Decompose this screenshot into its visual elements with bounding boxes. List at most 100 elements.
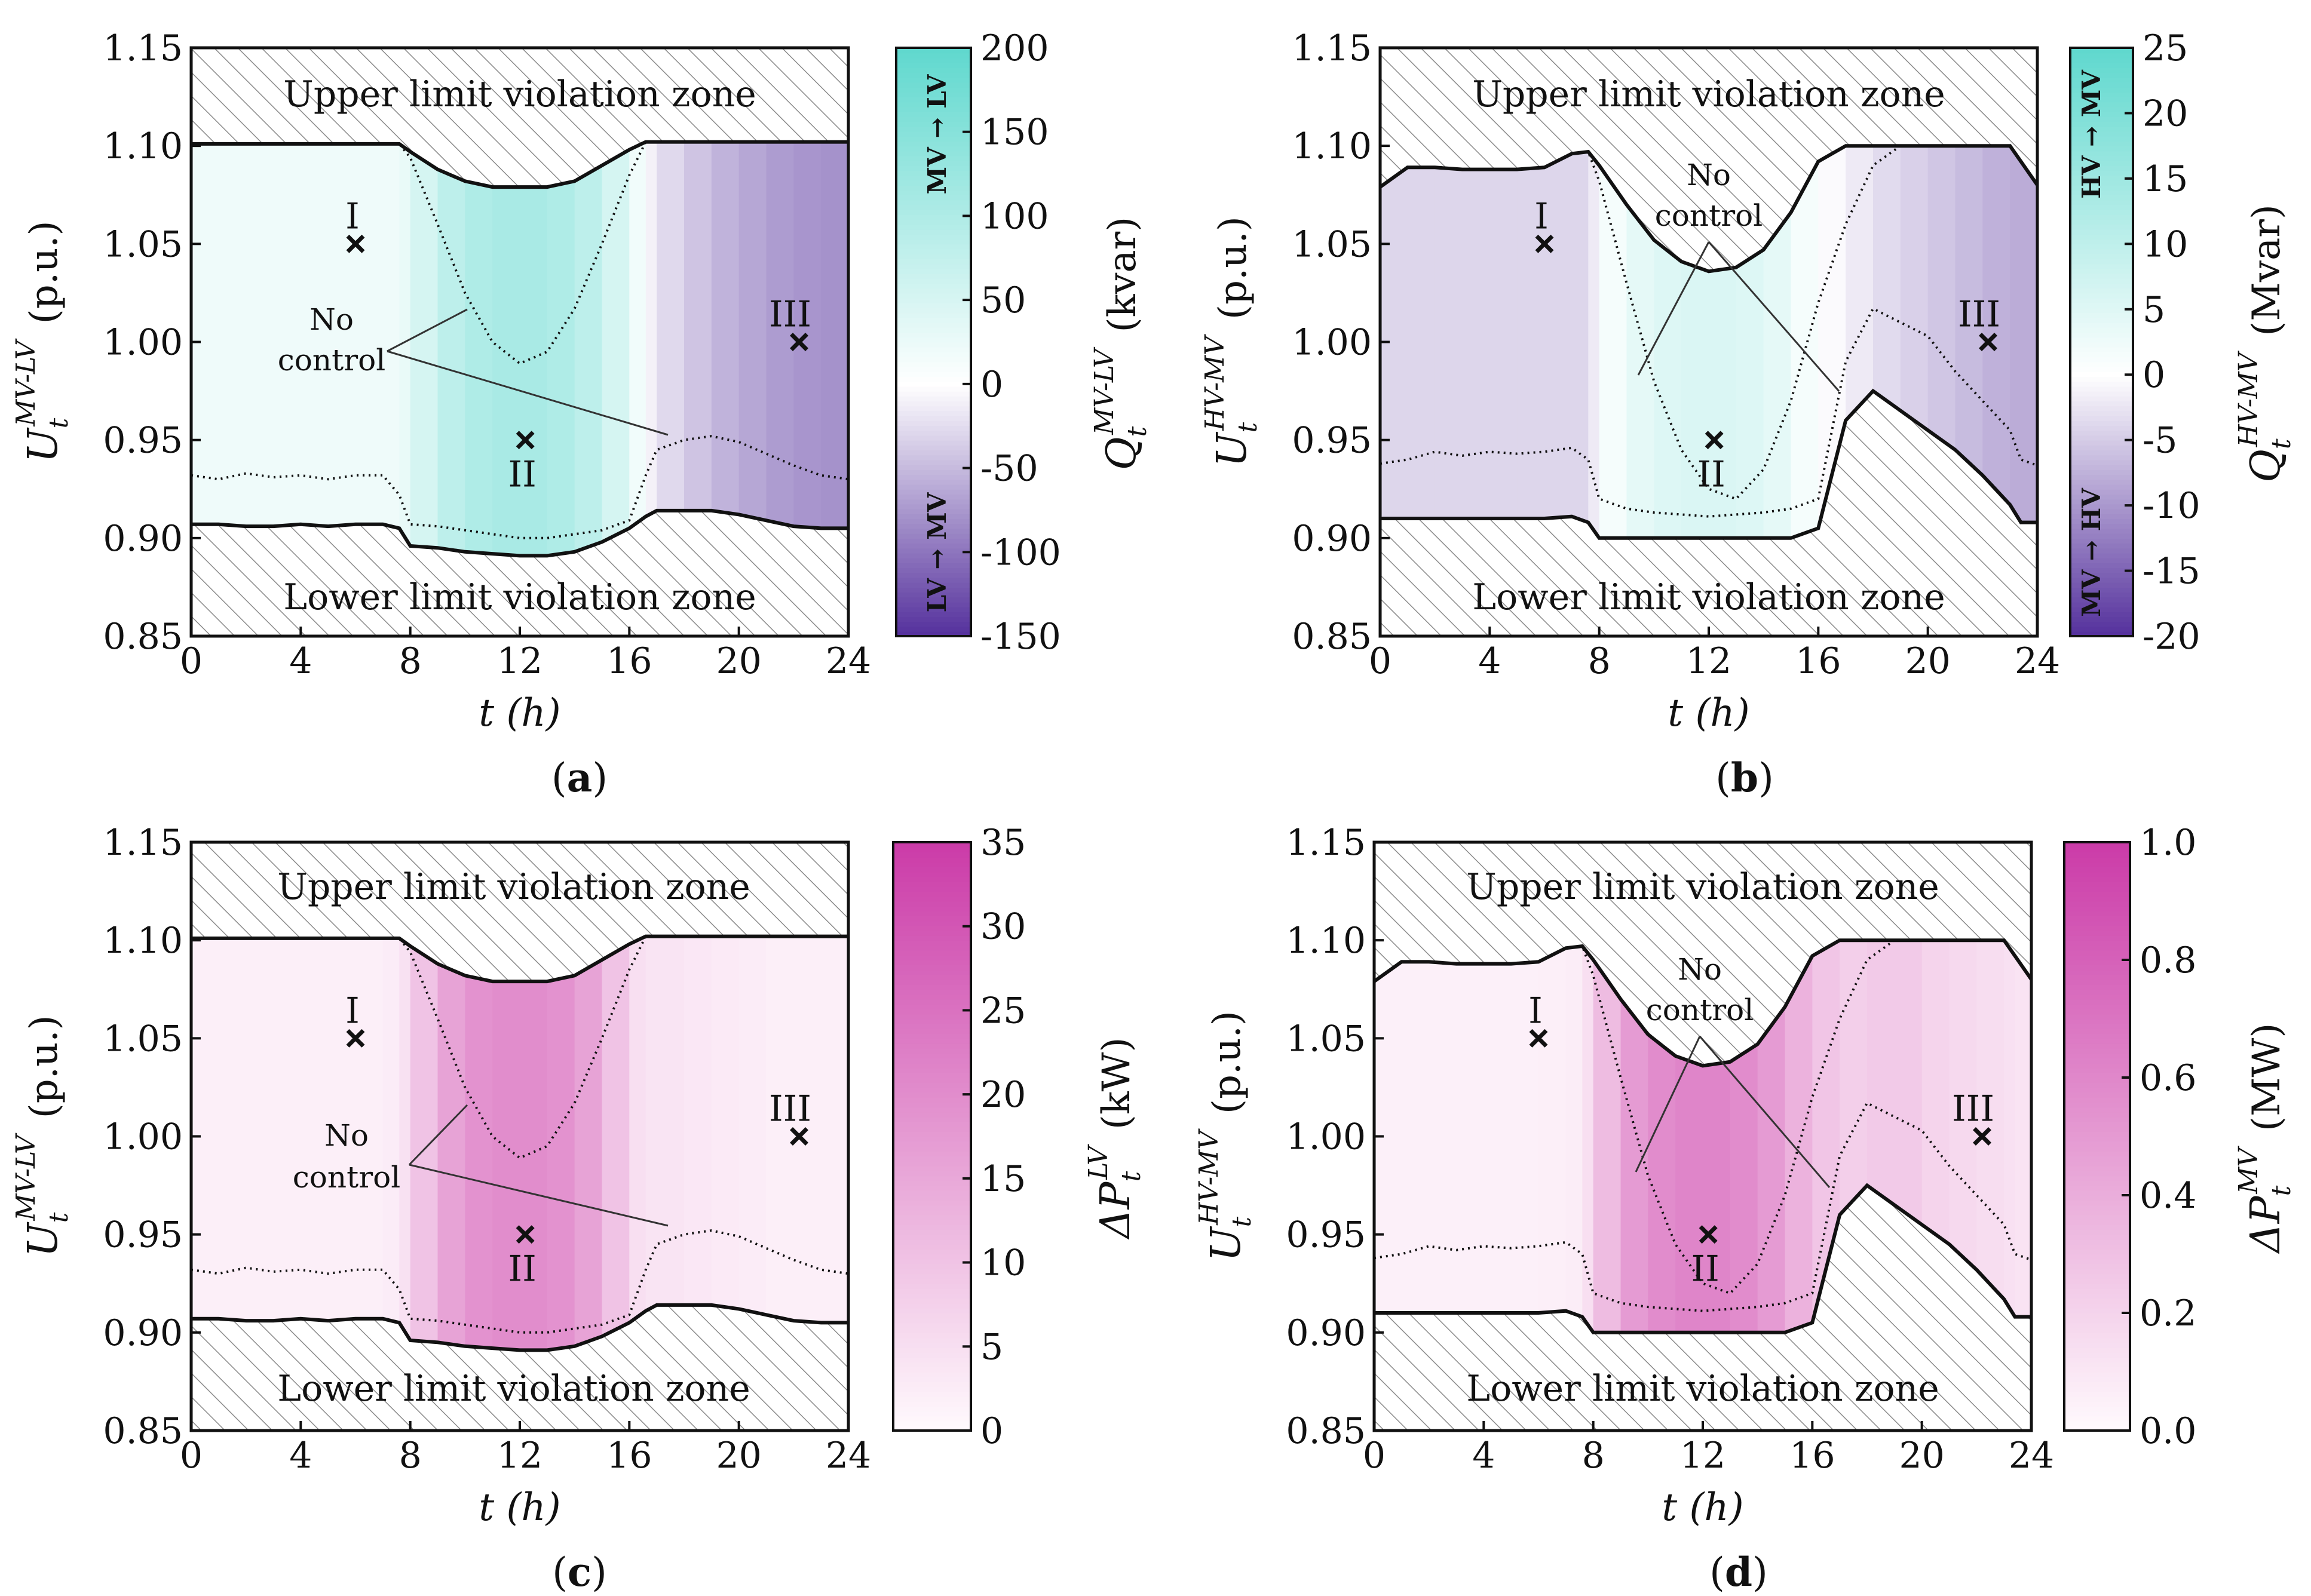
- shading-band: [1462, 169, 1490, 519]
- colorbar-segment: [2064, 1205, 2130, 1211]
- x-tick-label: 16: [606, 1435, 652, 1477]
- colorbar-segment: [2070, 342, 2133, 348]
- colorbar-segment: [2064, 1097, 2130, 1103]
- shading-band: [1654, 240, 1682, 538]
- colorbar-segment: [2070, 155, 2133, 161]
- colorbar-segment: [2064, 1367, 2130, 1373]
- x-ticks-b: 0 4 8 12 16 20 24: [1369, 627, 2060, 682]
- colorbar-tick-label: 25: [980, 990, 1026, 1032]
- colorbar-segment: [2064, 954, 2130, 960]
- colorbar-segment: [2070, 474, 2133, 480]
- shading-band: [2004, 940, 2016, 1317]
- colorbar-segment: [893, 984, 971, 990]
- colorbar-segment: [896, 302, 971, 309]
- shading-band: [602, 149, 630, 542]
- colorbar-segment: [2064, 1416, 2130, 1422]
- colorbar-segment: [2070, 273, 2133, 279]
- colorbar-segment: [896, 121, 971, 127]
- colorbar-segment: [896, 67, 971, 73]
- colorbar-segment: [2064, 1224, 2130, 1230]
- shading-band: [382, 938, 400, 1323]
- colorbar-tick-label: 25: [2143, 27, 2188, 69]
- colorbar-segment: [896, 175, 971, 181]
- colorbar-segment: [2064, 1293, 2130, 1299]
- colorbar-segment: [2070, 48, 2133, 54]
- colorbar-segment: [896, 248, 971, 254]
- operating-point-marker: II: [1691, 1225, 1720, 1290]
- colorbar-segment: [896, 332, 971, 338]
- colorbar-segment: [896, 415, 971, 421]
- colorbar-segment: [2070, 87, 2133, 93]
- x-axis-label: t (h): [1668, 691, 1749, 735]
- colorbar-segment: [2070, 151, 2133, 156]
- shading-band: [246, 938, 274, 1321]
- colorbar-segment: [893, 1082, 971, 1088]
- colorbar-segment: [2070, 391, 2133, 397]
- colorbar-segment: [893, 950, 971, 956]
- shading-band: [574, 960, 603, 1346]
- colorbar-segment: [893, 1151, 971, 1157]
- colorbar-segment: [2070, 200, 2133, 205]
- colorbar-segment: [896, 371, 971, 377]
- colorbar-segment: [2064, 1112, 2130, 1118]
- colorbar-segment: [896, 543, 971, 549]
- colorbar-segment: [893, 1283, 971, 1289]
- x-tick-label: 20: [1905, 640, 1950, 682]
- colorbar-segment: [896, 357, 971, 363]
- no-control-lower-line: [191, 435, 849, 539]
- shading-band: [684, 142, 712, 511]
- shading-band: [1456, 963, 1484, 1313]
- colorbar-segment: [893, 925, 971, 931]
- operating-point-label: I: [1534, 195, 1549, 237]
- colorbar-segment: [896, 425, 971, 431]
- colorbar-segment: [2070, 244, 2133, 250]
- colorbar-segment: [2070, 611, 2133, 618]
- x-tick-label: 12: [497, 640, 542, 682]
- colorbar-segment: [2070, 548, 2133, 554]
- colorbar-segment: [2064, 920, 2130, 926]
- colorbar-tick-label: 0.4: [2140, 1175, 2196, 1217]
- colorbar-segment: [893, 901, 971, 907]
- x-axis-label: t (h): [1662, 1485, 1743, 1530]
- colorbar-segment: [893, 1146, 971, 1152]
- colorbar-segment: [2070, 302, 2133, 309]
- annotation-leader-line: [409, 1164, 669, 1227]
- colorbar-direction-top: HV → MV: [2077, 69, 2106, 199]
- operating-point-label: III: [1958, 294, 2000, 336]
- shading-band: [465, 975, 493, 1349]
- colorbar-segment: [893, 1342, 971, 1348]
- colorbar-segment: [893, 896, 971, 902]
- colorbar-segment: [2064, 1195, 2130, 1201]
- colorbar-segment: [896, 253, 971, 259]
- colorbar-segment: [2070, 361, 2133, 367]
- colorbar-segment: [2070, 587, 2133, 593]
- colorbar-segment: [2070, 444, 2133, 451]
- colorbar-segment: [2070, 440, 2133, 446]
- colorbar-segment: [2070, 77, 2133, 83]
- colorbar-segment: [2064, 1116, 2130, 1122]
- annotation-leader-line: [1635, 1036, 1701, 1173]
- colorbar-segment: [2070, 253, 2133, 259]
- x-tick-label: 20: [716, 640, 761, 682]
- colorbar-tick-label: 0.2: [2140, 1293, 2196, 1334]
- shading-band: [1588, 152, 1600, 538]
- x-tick-label: 16: [606, 640, 652, 682]
- colorbar-segment: [896, 308, 971, 314]
- shading-band: [410, 152, 439, 548]
- colorbar-segment: [2070, 376, 2133, 382]
- colorbar-segment: [896, 420, 971, 426]
- colorbar-segment: [896, 410, 971, 416]
- colorbar-segment: [893, 1043, 971, 1049]
- colorbar-tick-label: -5: [2143, 420, 2177, 462]
- shading-band: [766, 142, 794, 527]
- colorbar-segment: [896, 342, 971, 348]
- shading-band: [1593, 960, 1622, 1333]
- colorbar-segment: [2064, 1420, 2130, 1426]
- colorbar-segment: [2070, 523, 2133, 529]
- colorbar-tick-label: 5: [2143, 289, 2165, 331]
- x-tick-label: 4: [1478, 640, 1501, 682]
- colorbar-segment: [896, 606, 971, 612]
- upper-boundary-line: [191, 934, 848, 984]
- y-tick-label: 1.05: [103, 223, 183, 265]
